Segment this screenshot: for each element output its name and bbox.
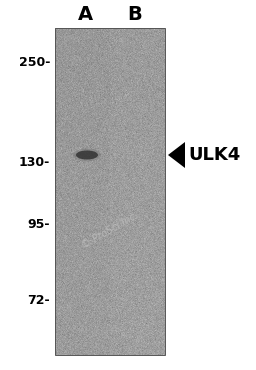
Text: 95-: 95- — [27, 219, 50, 232]
Ellipse shape — [76, 151, 98, 159]
Text: 130-: 130- — [19, 157, 50, 169]
Text: ULK4: ULK4 — [188, 146, 240, 164]
Polygon shape — [168, 142, 185, 168]
Bar — [55, 28, 165, 355]
Text: © ProSci Inc.: © ProSci Inc. — [80, 210, 140, 250]
Ellipse shape — [73, 148, 101, 161]
Text: 72-: 72- — [27, 293, 50, 306]
Text: A: A — [77, 4, 93, 24]
Text: 250-: 250- — [19, 57, 50, 70]
Text: B: B — [128, 4, 142, 24]
